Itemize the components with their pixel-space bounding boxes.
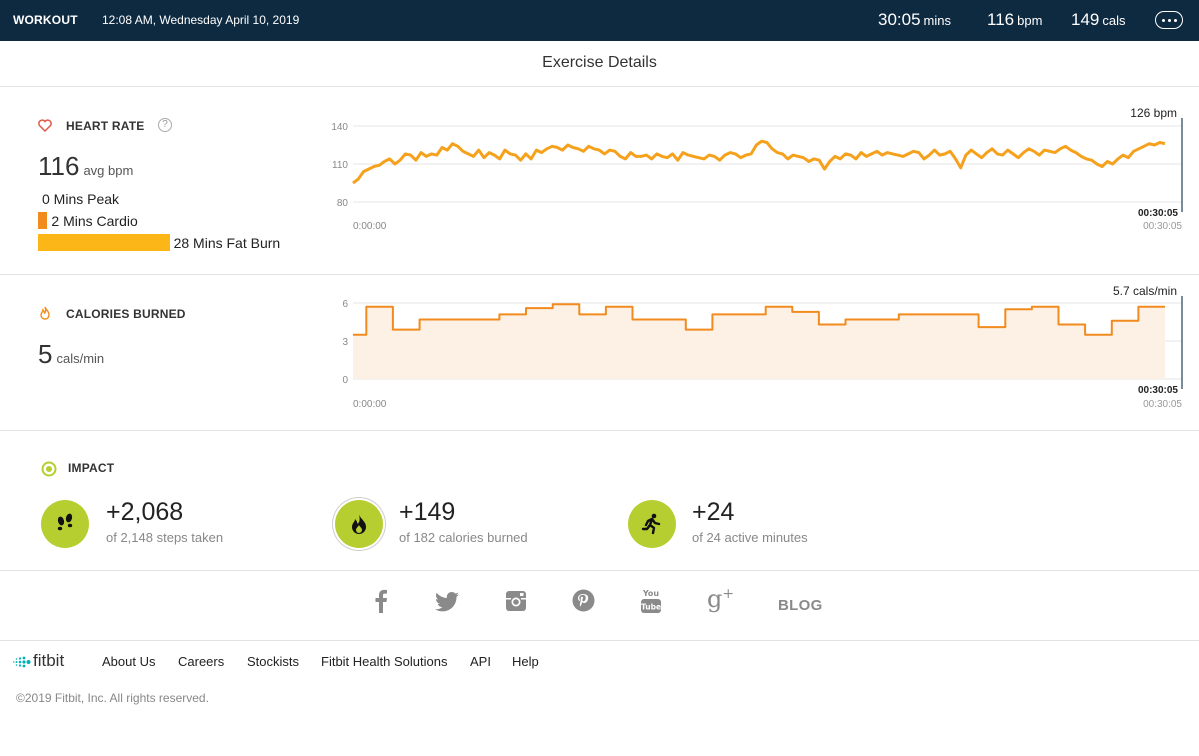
bpm-stat: 116 bpm xyxy=(987,10,1042,30)
heart-rate-label: HEART RATE xyxy=(66,119,145,133)
target-icon xyxy=(41,461,57,477)
divider xyxy=(0,274,1199,275)
cursor-value-label: 126 bpm xyxy=(1130,106,1177,120)
page-title: Exercise Details xyxy=(542,54,657,71)
cursor-value-label: 5.7 cals/min xyxy=(1113,284,1177,298)
y-tick-label: 3 xyxy=(342,337,348,348)
cals-unit: cals xyxy=(1102,13,1126,28)
copyright: ©2019 Fitbit, Inc. All rights reserved. xyxy=(16,691,209,705)
x-start-label: 0:00:00 xyxy=(353,221,387,232)
avg-bpm: 116 avg bpm xyxy=(38,151,133,182)
blog-link[interactable]: BLOG xyxy=(778,597,823,614)
zone-fat-burn-label: 28 Mins Fat Burn xyxy=(173,234,281,251)
zone-cardio-bar xyxy=(38,212,48,229)
cals-value: 149 xyxy=(1071,10,1100,29)
cals-per-min-unit: cals/min xyxy=(56,351,105,366)
cals-per-min: 5 cals/min xyxy=(38,339,104,370)
cursor-time-label: 00:30:05 xyxy=(1138,385,1178,396)
heart-rate-chart[interactable]: 140 110 80 0:00:00 00:30:05 126 bpm 00:30:05 xyxy=(330,100,1190,235)
divider xyxy=(0,640,1199,641)
footer-link-stockists[interactable]: Stockists xyxy=(247,654,300,669)
impact-steps-value: +2,068 xyxy=(106,498,184,526)
google-plus-icon[interactable]: g+ xyxy=(707,585,735,613)
footer-link-api[interactable]: API xyxy=(470,654,491,669)
avg-bpm-value: 116 xyxy=(38,151,80,181)
calories-burned-label: CALORIES BURNED xyxy=(66,307,186,321)
impact-active-value: +24 xyxy=(692,498,735,526)
twitter-icon[interactable] xyxy=(435,592,459,612)
youtube-icon[interactable]: You Tube xyxy=(640,588,662,614)
impact-steps-sub: of 2,148 steps taken xyxy=(106,530,224,545)
y-tick-label: 80 xyxy=(337,198,349,209)
y-tick-label: 140 xyxy=(331,122,348,133)
calories-chart[interactable]: 6 3 0 0:00:00 00:30:05 5.7 cals/min 00:30:05 xyxy=(330,278,1190,413)
x-start-label: 0:00:00 xyxy=(353,399,387,410)
fitbit-logo-text[interactable]: fitbit xyxy=(33,651,65,670)
bpm-unit: bpm xyxy=(1017,13,1043,28)
svg-text:You: You xyxy=(642,589,660,598)
more-ellipsis-icon[interactable] xyxy=(1155,11,1183,29)
facebook-icon[interactable] xyxy=(374,589,388,613)
bpm-value: 116 xyxy=(987,10,1015,29)
series-line xyxy=(352,139,1166,185)
impact-calories-value: +149 xyxy=(399,498,456,526)
x-end-label: 00:30:05 xyxy=(1143,399,1182,410)
flame-icon xyxy=(40,306,50,320)
svg-text:Tube: Tube xyxy=(641,603,661,612)
footer-link-careers[interactable]: Careers xyxy=(178,654,225,669)
workout-title: WORKOUT xyxy=(13,13,78,27)
heart-icon xyxy=(38,119,52,132)
impact-active-sub: of 24 active minutes xyxy=(692,530,808,545)
impact-label: IMPACT xyxy=(68,461,115,475)
series-line xyxy=(353,303,1165,336)
top-bar: WORKOUT 12:08 AM, Wednesday April 10, 20… xyxy=(0,0,1199,41)
duration-value: 30:05 xyxy=(878,10,921,29)
runner-icon xyxy=(628,500,676,548)
y-tick-label: 110 xyxy=(332,160,348,171)
instagram-icon[interactable] xyxy=(505,590,527,612)
zone-peak: 0 Mins Peak xyxy=(38,190,119,207)
duration-stat: 30:05 mins xyxy=(878,10,951,30)
zone-fat-burn-bar xyxy=(38,234,170,251)
cursor-time-label: 00:30:05 xyxy=(1138,208,1178,219)
divider xyxy=(0,570,1199,571)
duration-unit: mins xyxy=(923,13,951,28)
pinterest-icon[interactable] xyxy=(572,589,595,612)
zone-peak-label: 0 Mins Peak xyxy=(42,190,120,207)
footsteps-icon xyxy=(41,500,89,548)
x-end-label: 00:30:05 xyxy=(1143,221,1182,232)
y-tick-label: 6 xyxy=(342,299,348,310)
flame-icon xyxy=(335,500,383,548)
cals-per-min-value: 5 xyxy=(38,339,53,369)
footer-link-help[interactable]: Help xyxy=(512,654,539,669)
help-icon[interactable]: ? xyxy=(158,118,172,132)
divider xyxy=(0,430,1199,431)
footer-link-health-solutions[interactable]: Fitbit Health Solutions xyxy=(321,654,448,669)
cals-stat: 149 cals xyxy=(1071,10,1126,30)
footer-link-about[interactable]: About Us xyxy=(102,654,156,669)
impact-calories-sub: of 182 calories burned xyxy=(399,530,528,545)
workout-datetime: 12:08 AM, Wednesday April 10, 2019 xyxy=(102,13,300,27)
divider xyxy=(0,86,1199,87)
y-tick-label: 0 xyxy=(342,375,348,386)
zone-cardio-label: 2 Mins Cardio xyxy=(51,212,138,229)
avg-bpm-unit: avg bpm xyxy=(83,163,134,178)
series-area xyxy=(353,304,1165,379)
zone-cardio: 2 Mins Cardio xyxy=(38,212,138,229)
fitbit-logo-icon[interactable] xyxy=(13,655,31,669)
zone-fat-burn: 28 Mins Fat Burn xyxy=(38,234,280,251)
